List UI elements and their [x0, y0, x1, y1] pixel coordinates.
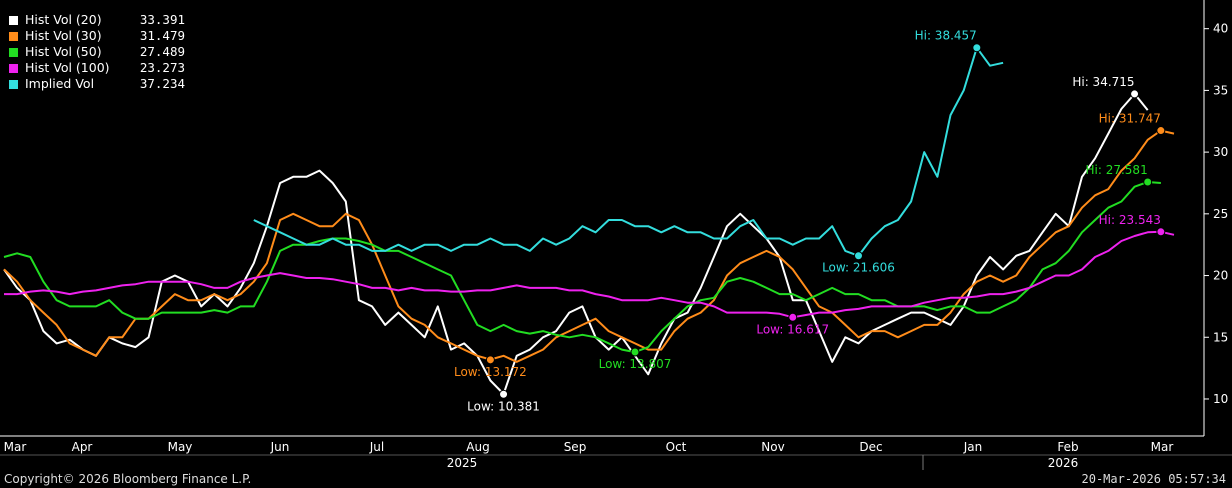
legend-name: Hist Vol (30)	[25, 28, 102, 43]
x-month-label: Feb	[1057, 440, 1078, 454]
x-year-label: 2026	[1048, 456, 1079, 470]
hi-label: Hi: 27.581	[1086, 163, 1148, 177]
legend-item: Implied Vol 37.234	[8, 76, 185, 92]
y-tick-label: 30	[1213, 145, 1228, 159]
y-tick-label: 10	[1213, 392, 1228, 406]
lo-label: Low: 13.807	[599, 357, 672, 371]
legend-name: Implied Vol	[25, 76, 95, 91]
legend-name: Hist Vol (100)	[25, 60, 110, 75]
legend-value: 37.234	[139, 76, 185, 91]
y-tick-label: 15	[1213, 330, 1228, 344]
timestamp-text: 20-Mar-2026 05:57:34	[1081, 472, 1227, 486]
legend-value: 33.391	[139, 12, 185, 27]
lo-marker	[485, 355, 495, 365]
legend-item: Hist Vol (30) 31.479	[8, 28, 185, 44]
y-tick-label: 20	[1213, 269, 1228, 283]
legend-value: 31.479	[139, 28, 185, 43]
x-month-label: Dec	[859, 440, 882, 454]
x-month-label: Apr	[72, 440, 93, 454]
marker-layer: Hi: 34.715 Low: 10.381 Hi: 31.747 Low: 13.1…	[454, 29, 1166, 413]
series-line	[3, 181, 1161, 354]
x-month-label: May	[168, 440, 193, 454]
hi-label: Hi: 23.543	[1099, 213, 1161, 227]
y-tick-label: 25	[1213, 207, 1228, 221]
lo-marker	[788, 312, 798, 322]
x-month-label: Mar	[4, 440, 27, 454]
hi-label: Hi: 31.747	[1099, 112, 1161, 126]
lo-label: Low: 16.617	[756, 322, 829, 336]
legend-value: 23.273	[139, 60, 185, 75]
x-month-label: Jun	[270, 440, 290, 454]
hi-marker	[1156, 227, 1166, 237]
legend-swatch	[8, 14, 19, 26]
y-tick-label: 35	[1213, 83, 1228, 97]
x-month-label: Oct	[666, 440, 687, 454]
hi-label: Hi: 34.715	[1072, 75, 1134, 89]
series-line	[3, 92, 1149, 395]
hi-marker	[1143, 177, 1153, 187]
lo-marker	[853, 251, 863, 261]
lo-label: Low: 13.172	[454, 365, 527, 379]
legend-name: Hist Vol (50)	[25, 44, 102, 59]
legend-item: Hist Vol (20) 33.391	[8, 12, 185, 28]
hi-marker	[972, 43, 982, 53]
legend-name: Hist Vol (20)	[25, 12, 102, 27]
hi-marker	[1156, 126, 1166, 136]
series-line	[4, 230, 1175, 319]
x-month-label: Jul	[369, 440, 384, 454]
legend-value: 27.489	[139, 44, 185, 59]
legend-item: Hist Vol (100) 23.273	[8, 60, 185, 76]
legend-swatch	[8, 30, 19, 42]
series-layer	[3, 46, 1175, 395]
lo-marker	[630, 347, 640, 357]
legend-swatch	[8, 62, 19, 74]
legend-swatch	[8, 78, 19, 90]
y-tick-label: 40	[1213, 22, 1228, 36]
x-year-label: 2025	[447, 456, 478, 470]
x-month-label: Mar	[1151, 440, 1174, 454]
lo-label: Low: 21.606	[822, 261, 895, 275]
legend-item: Hist Vol (50) 27.489	[8, 44, 185, 60]
x-month-label: Nov	[761, 440, 784, 454]
x-month-label: Sep	[564, 440, 587, 454]
series-line	[253, 46, 1004, 257]
legend-swatch	[8, 46, 19, 58]
copyright-text: Copyright© 2026 Bloomberg Finance L.P.	[4, 472, 252, 486]
series-line	[3, 129, 1175, 363]
hi-label: Hi: 38.457	[915, 29, 977, 43]
x-month-label: Jan	[963, 440, 983, 454]
lo-marker	[499, 389, 509, 399]
volatility-chart: Hi: 34.715 Low: 10.381 Hi: 31.747 Low: 13.1…	[0, 0, 1232, 470]
x-month-label: Aug	[466, 440, 489, 454]
hi-marker	[1130, 89, 1140, 99]
legend: Hist Vol (20) 33.391 Hist Vol (30) 31.479 Hi…	[8, 12, 185, 92]
lo-label: Low: 10.381	[467, 399, 540, 413]
